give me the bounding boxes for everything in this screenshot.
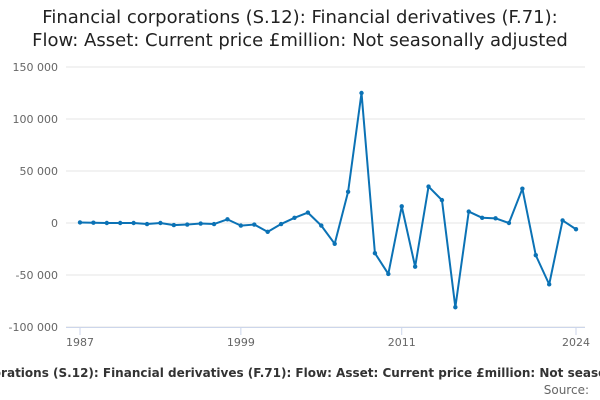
data-point[interactable] [185, 222, 190, 227]
data-point[interactable] [359, 90, 364, 96]
data-point[interactable] [144, 221, 150, 227]
data-point[interactable] [453, 305, 458, 310]
data-point[interactable] [399, 204, 404, 209]
data-point[interactable] [118, 220, 123, 226]
y-tick-label: 150 000 [13, 61, 59, 74]
y-tick-label: -50 000 [16, 269, 58, 282]
legend[interactable]: Financial corporations (S.12): Financial… [0, 366, 600, 384]
x-tick-label: 1999 [227, 336, 255, 349]
x-tick-label: 2024 [562, 336, 590, 349]
source-label: Source: [543, 383, 589, 397]
data-point[interactable] [332, 241, 337, 246]
series [77, 90, 579, 310]
y-tick-label: -100 000 [9, 321, 58, 334]
data-point[interactable] [91, 220, 96, 225]
data-point[interactable] [412, 264, 418, 269]
data-point[interactable] [225, 217, 230, 222]
data-point[interactable] [211, 221, 217, 227]
y-tick-label: 0 [51, 217, 58, 230]
data-point[interactable] [493, 216, 498, 221]
data-point[interactable] [171, 222, 177, 228]
data-point[interactable] [520, 186, 525, 191]
x-tick-label: 2011 [388, 336, 416, 349]
legend-item-label[interactable]: Financial corporations (S.12): Financial… [0, 366, 600, 380]
data-point[interactable] [104, 220, 110, 226]
data-point[interactable] [265, 229, 270, 235]
data-point[interactable] [386, 271, 391, 277]
data-point[interactable] [198, 221, 203, 226]
data-point[interactable] [252, 222, 257, 227]
grid-lines [66, 66, 585, 328]
data-point[interactable] [573, 227, 579, 232]
series-line[interactable] [79, 92, 577, 309]
data-point[interactable] [372, 250, 378, 256]
data-point[interactable] [533, 253, 538, 258]
data-point[interactable] [560, 218, 565, 223]
data-point[interactable] [319, 223, 324, 228]
chart-title: Financial corporations (S.12): Financial… [0, 6, 600, 52]
data-point[interactable] [77, 220, 83, 225]
y-tick-label: 100 000 [13, 113, 59, 126]
y-tick-label: 50 000 [20, 165, 59, 178]
data-point[interactable] [158, 220, 163, 226]
data-point[interactable] [479, 215, 485, 220]
data-point[interactable] [305, 210, 311, 215]
axes: -100 000 -50 000 0 50 000 100 000 150 000 1987… [9, 61, 590, 349]
data-point[interactable] [546, 282, 552, 287]
x-tick-label: 1987 [66, 336, 94, 349]
data-point[interactable] [131, 220, 136, 226]
chart-title-line-1: Financial corporations (S.12): Financial… [42, 7, 558, 28]
data-point[interactable] [292, 215, 297, 220]
data-point[interactable] [506, 220, 512, 226]
data-point[interactable] [426, 184, 431, 189]
data-point[interactable] [466, 209, 471, 214]
data-point[interactable] [238, 223, 244, 228]
data-point[interactable] [439, 197, 445, 203]
data-point[interactable] [278, 221, 284, 227]
chart-title-line-2: Flow: Asset: Current price £million: Not… [32, 30, 568, 51]
data-point[interactable] [345, 189, 351, 194]
